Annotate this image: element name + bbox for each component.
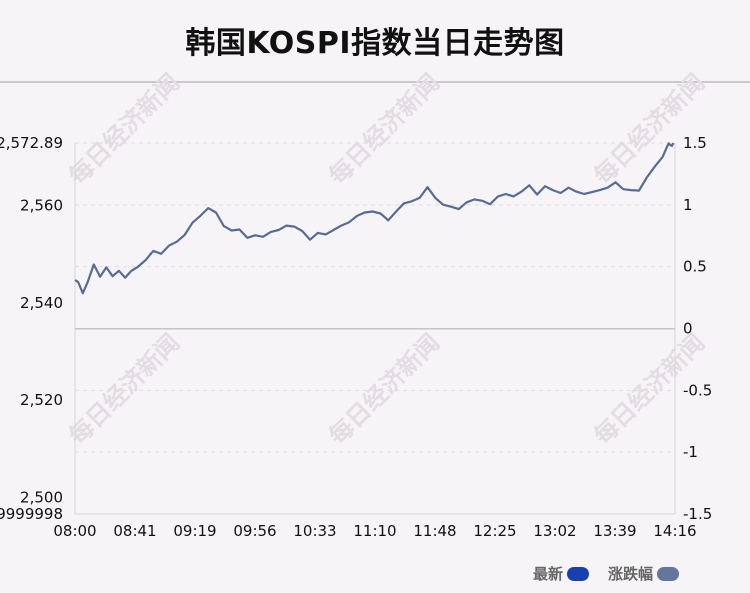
legend-latest-label: 最新 [533,565,564,583]
y-left-tick-label: 2,520 [20,391,63,409]
x-tick-label: 11:48 [413,522,456,540]
watermark-text: 每日经济新闻 [589,69,711,191]
x-tick-label: 13:39 [593,522,636,540]
watermark-text: 每日经济新闻 [64,329,186,451]
x-tick-label: 09:56 [233,522,276,540]
y-right-tick-label: -0.5 [683,381,712,399]
x-tick-label: 11:10 [353,522,396,540]
y-left-tick-label: 2,572.89 [0,134,63,152]
x-tick-label: 13:02 [533,522,576,540]
legend-latest: 最新 [533,563,590,584]
watermark-text: 每日经济新闻 [64,69,186,191]
legend-change: 涨跌幅 [608,563,680,584]
chart-title: 韩国KOSPI指数当日走势图 [185,26,565,61]
y-left-tick-label: 2,500 [20,488,63,506]
x-tick-label: 14:16 [653,522,696,540]
kospi-price-line [74,142,675,295]
y-right-tick-label: 1.5 [683,134,707,152]
y-right-tick-label: -1.5 [683,505,712,523]
x-tick-label: 12:25 [473,522,516,540]
y-right-tick-label: 0 [683,320,693,338]
x-tick-label: 08:00 [53,522,96,540]
x-tick-label: 10:33 [293,522,336,540]
y-right-tick-label: 1 [683,196,693,214]
y-left-tick-label: 2,560 [20,197,63,215]
y-left-tick-label: 2,540 [20,294,63,312]
legend-latest-swatch [567,566,590,581]
watermark-text: 每日经济新闻 [324,69,446,191]
x-tick-label: 08:41 [113,522,156,540]
x-tick-label: 09:19 [173,522,216,540]
legend-change-label: 涨跌幅 [608,565,654,583]
legend-change-swatch [657,566,680,581]
y-right-tick-label: 0.5 [683,258,707,276]
y-left-extra-label: 9999998 [0,505,63,523]
title-divider [0,81,750,83]
y-right-tick-label: -1 [683,443,698,461]
watermark-text: 每日经济新闻 [324,329,446,451]
